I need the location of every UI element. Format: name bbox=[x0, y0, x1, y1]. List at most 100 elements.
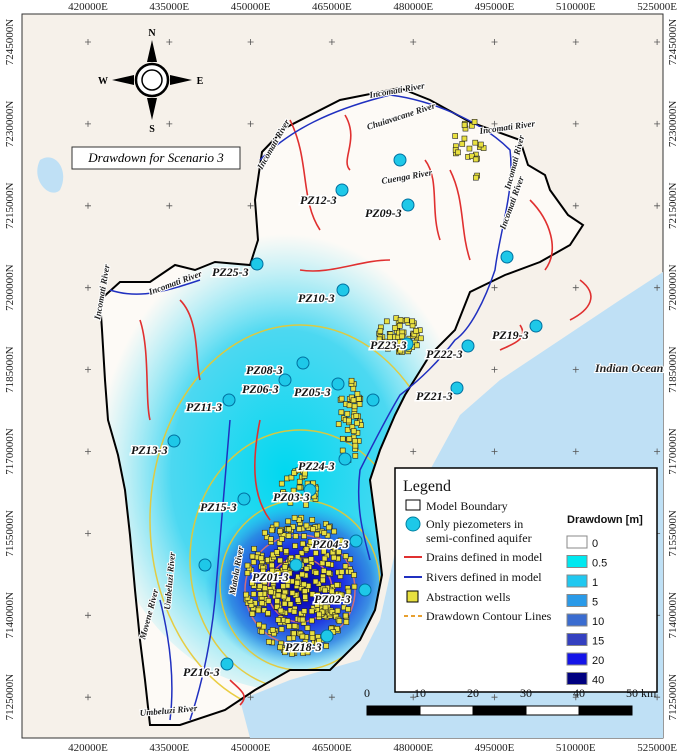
abstraction-well bbox=[413, 328, 419, 334]
abstraction-well bbox=[269, 627, 276, 633]
abstraction-well bbox=[313, 541, 319, 548]
abstraction-well bbox=[392, 325, 398, 331]
abstraction-well bbox=[339, 435, 346, 442]
abstraction-well bbox=[292, 533, 299, 539]
northing-label: 7200000N bbox=[667, 264, 679, 311]
abstraction-well bbox=[278, 480, 285, 487]
abstraction-well bbox=[308, 556, 315, 562]
abstraction-well bbox=[299, 633, 306, 640]
abstraction-well bbox=[338, 395, 345, 402]
abstraction-well bbox=[336, 618, 343, 624]
easting-label: 435000E bbox=[149, 1, 189, 13]
abstraction-well bbox=[344, 427, 351, 433]
abstraction-well bbox=[342, 612, 349, 619]
grid-cross bbox=[85, 448, 91, 455]
abstraction-well bbox=[285, 533, 292, 539]
abstraction-well bbox=[290, 487, 297, 494]
abstraction-well bbox=[322, 587, 328, 594]
abstraction-well bbox=[352, 442, 359, 449]
compass-s: S bbox=[149, 124, 155, 135]
abstraction-well bbox=[258, 555, 265, 562]
abstraction-well bbox=[325, 561, 331, 567]
abstraction-well bbox=[303, 565, 310, 572]
abstraction-well bbox=[321, 543, 328, 549]
easting-label: 510000E bbox=[556, 742, 596, 754]
piezometer bbox=[461, 339, 475, 353]
abstraction-well bbox=[266, 638, 272, 645]
abstraction-well bbox=[316, 637, 322, 644]
abstraction-well bbox=[285, 518, 292, 525]
abstraction-well bbox=[255, 607, 262, 614]
abstraction-well bbox=[346, 595, 352, 602]
easting-label: 450000E bbox=[231, 1, 271, 13]
grid-cross bbox=[85, 202, 91, 209]
easting-label: 525000E bbox=[637, 1, 677, 13]
abstraction-well bbox=[353, 413, 360, 419]
abstraction-well bbox=[385, 345, 391, 352]
abstraction-well bbox=[250, 559, 257, 565]
abstraction-well bbox=[312, 578, 319, 585]
grid-cross bbox=[85, 39, 91, 45]
abstraction-well bbox=[302, 588, 308, 594]
abstraction-well bbox=[292, 543, 298, 549]
abstraction-well bbox=[461, 122, 468, 128]
grid-cross bbox=[85, 284, 91, 291]
abstraction-well bbox=[250, 591, 257, 597]
piezometer bbox=[331, 377, 345, 391]
northing-label: 7215000N bbox=[4, 183, 16, 230]
abstraction-well bbox=[277, 546, 283, 553]
drawdown-swatch bbox=[566, 672, 588, 685]
grid-cross bbox=[85, 694, 91, 701]
easting-label: 465000E bbox=[312, 1, 352, 13]
abstraction-well bbox=[281, 491, 288, 498]
northing-label: 7185000N bbox=[4, 346, 16, 393]
drawdown-class: 40 bbox=[592, 675, 604, 687]
abstraction-well bbox=[302, 594, 309, 600]
abstraction-well bbox=[251, 545, 257, 552]
abstraction-well bbox=[274, 603, 280, 610]
scale-segment bbox=[419, 705, 474, 716]
abstraction-well bbox=[301, 533, 307, 539]
grid-cross bbox=[654, 202, 661, 209]
piezometer bbox=[222, 393, 236, 407]
abstraction-well bbox=[377, 328, 384, 335]
abstraction-well bbox=[354, 420, 360, 427]
drawdown-swatch bbox=[566, 574, 588, 588]
abstraction-well bbox=[261, 607, 268, 614]
abstraction-well bbox=[289, 590, 296, 596]
piezometer-label: PZ25-3 bbox=[212, 265, 249, 279]
piezometer bbox=[303, 483, 317, 497]
grid-cross bbox=[85, 366, 91, 373]
legend-item: Rivers defined in model bbox=[426, 570, 542, 584]
abstraction-well bbox=[319, 560, 326, 566]
abstraction-well bbox=[352, 438, 358, 444]
abstraction-well bbox=[351, 403, 358, 410]
map-title: Drawdown for Scenario 3 bbox=[87, 150, 224, 165]
piezometer bbox=[358, 583, 372, 597]
drawdown-swatch bbox=[566, 633, 588, 646]
abstraction-well bbox=[345, 606, 351, 612]
grid-cross bbox=[491, 366, 498, 373]
piezometer-label: PZ18-3 bbox=[285, 640, 322, 654]
legend-item: semi-confined aquifer bbox=[426, 531, 532, 545]
abstraction-well bbox=[396, 323, 403, 329]
abstraction-well bbox=[303, 546, 310, 552]
abstraction-well bbox=[321, 568, 327, 574]
abstraction-well bbox=[249, 553, 256, 560]
piezometer bbox=[338, 452, 352, 466]
drawdown-class: 0.5 bbox=[592, 558, 607, 570]
abstraction-well bbox=[323, 521, 329, 527]
piezometer-label: PZ04-3 bbox=[312, 537, 349, 551]
compass-w: W bbox=[98, 76, 108, 87]
legend-item: Drains defined in model bbox=[426, 550, 543, 564]
scale-segment bbox=[578, 705, 633, 716]
abstraction-well bbox=[269, 562, 275, 569]
legend-item: Only piezometers in bbox=[426, 517, 523, 531]
abstraction-well bbox=[478, 141, 484, 148]
piezometer-label: PZ13-3 bbox=[131, 443, 168, 457]
easting-label: 480000E bbox=[393, 1, 433, 13]
grid-cross bbox=[410, 694, 417, 701]
easting-label: 420000E bbox=[68, 1, 108, 13]
piezometer-label: PZ06-3 bbox=[242, 382, 279, 396]
abstraction-well bbox=[275, 592, 282, 599]
